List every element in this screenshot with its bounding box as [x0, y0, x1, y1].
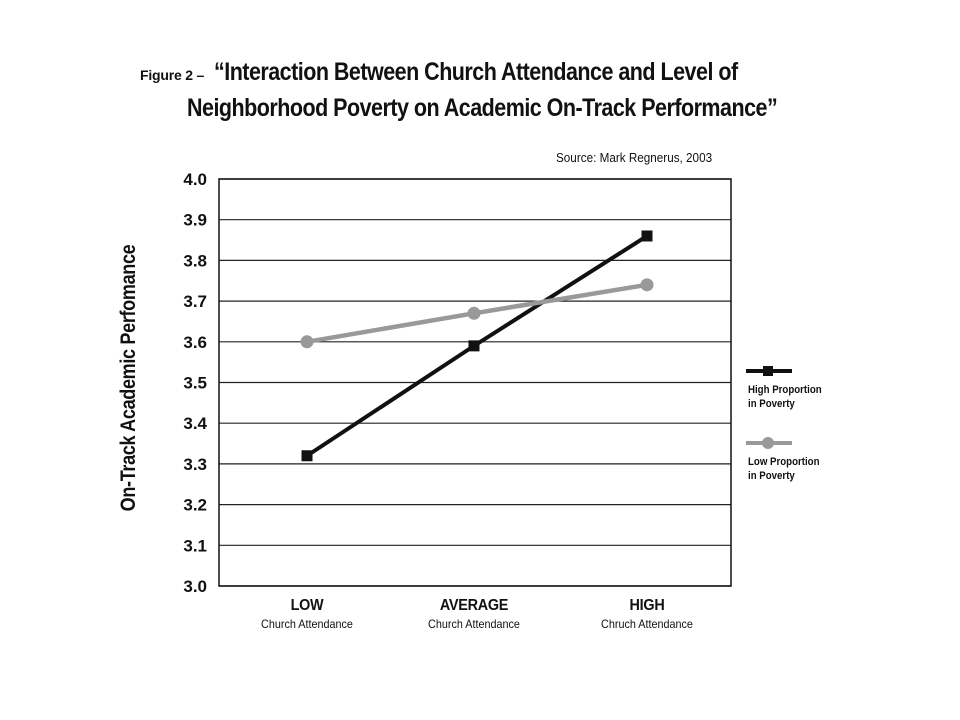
series-group	[300, 230, 654, 462]
data-point-circle	[467, 306, 481, 320]
data-point-circle	[300, 335, 314, 349]
legend-line: High Proportion	[748, 384, 822, 396]
category-label-low: LOW Church Attendance	[227, 597, 387, 631]
y-tick-label: 3.1	[183, 536, 207, 555]
chart-title-line-2: Neighborhood Poverty on Academic On-Trac…	[187, 94, 778, 122]
chart-title-line-1: “Interaction Between Church Attendance a…	[214, 58, 738, 86]
y-tick-label: 3.2	[183, 496, 207, 515]
category-sub: Church Attendance	[428, 617, 520, 631]
figure-label: Figure 2 –	[140, 67, 205, 83]
y-tick-label: 3.6	[183, 333, 207, 352]
plot-frame	[218, 178, 732, 587]
y-tick-label: 3.7	[183, 292, 207, 311]
data-point-square	[641, 230, 653, 242]
category-sub: Church Attendance	[261, 617, 353, 631]
legend-marks	[746, 366, 792, 449]
legend-line: in Poverty	[748, 398, 795, 410]
y-tick-label: 3.5	[183, 374, 207, 393]
y-tick-label: 3.0	[183, 577, 207, 596]
y-tick-label: 3.8	[183, 251, 207, 270]
data-point-square	[301, 450, 313, 462]
grid-lines	[219, 178, 731, 587]
legend-line: Low Proportion	[748, 456, 820, 468]
y-tick-label: 3.9	[183, 211, 207, 230]
y-tick-label: 4.0	[183, 170, 207, 189]
legend-swatch-marker	[763, 366, 773, 376]
y-tick-label: 3.4	[183, 414, 207, 433]
chart-source: Source: Mark Regnerus, 2003	[556, 150, 713, 165]
data-point-circle	[640, 278, 654, 292]
legend-line: in Poverty	[748, 470, 795, 482]
category-label-average: AVERAGE Church Attendance	[394, 597, 554, 631]
category-main: HIGH	[629, 597, 665, 614]
legend-label-low-poverty: Low Proportion in Poverty	[748, 455, 820, 483]
data-point-square	[468, 340, 480, 352]
category-sub: Chruch Attendance	[601, 617, 693, 631]
category-label-high: HIGH Chruch Attendance	[567, 597, 727, 631]
y-tick-label: 3.3	[183, 455, 207, 474]
legend-label-high-poverty: High Proportion in Poverty	[748, 383, 822, 411]
legend-swatch-marker	[762, 437, 774, 449]
category-main: AVERAGE	[439, 597, 509, 614]
category-main: LOW	[290, 597, 324, 614]
y-tick-labels: 4.0 3.9 3.8 3.7 3.6 3.5 3.4 3.3 3.2 3.1 3.0	[183, 170, 207, 596]
chart-title-block: Figure 2 – “Interaction Between Church A…	[0, 48, 960, 138]
